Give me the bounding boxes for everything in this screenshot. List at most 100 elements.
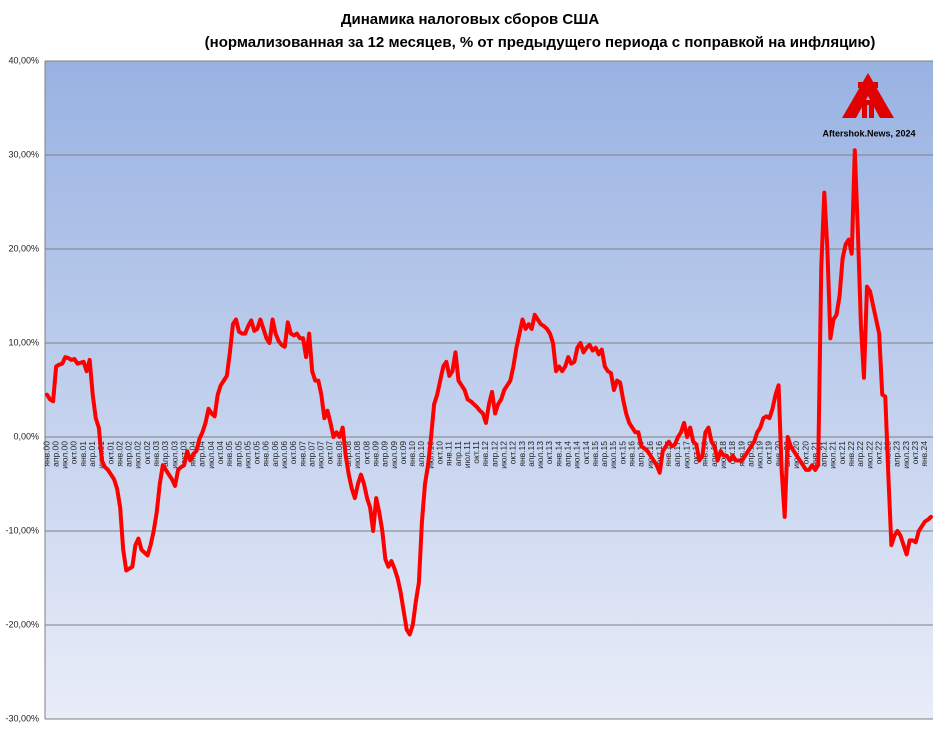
- x-tick-label: апр.11: [453, 441, 463, 467]
- x-tick-label: окт.00: [69, 441, 79, 465]
- y-tick-label: -20,00%: [5, 619, 39, 629]
- chart-title: Динамика налоговых сборов США: [341, 11, 599, 28]
- x-tick-label: окт.09: [398, 441, 408, 465]
- x-tick-label: янв.18: [700, 441, 710, 467]
- x-tick-label: окт.17: [691, 441, 701, 465]
- x-tick-label: окт.05: [252, 441, 262, 465]
- x-tick-label: апр.03: [160, 441, 170, 467]
- y-tick-label: 40,00%: [8, 55, 39, 65]
- x-tick-label: янв.07: [297, 441, 307, 467]
- x-tick-label: апр.15: [599, 441, 609, 467]
- logo: [842, 73, 894, 118]
- x-tick-label: янв.14: [553, 441, 563, 467]
- y-tick-label: 0,00%: [13, 431, 39, 441]
- x-tick-label: окт.18: [727, 441, 737, 465]
- x-tick-label: апр.01: [87, 441, 97, 467]
- x-tick-label: окт.16: [654, 441, 664, 465]
- x-tick-label: окт.03: [178, 441, 188, 465]
- plot-area: [45, 61, 933, 719]
- x-tick-label: янв.16: [627, 441, 637, 467]
- x-tick-label: апр.18: [709, 441, 719, 467]
- x-tick-label: янв.02: [114, 441, 124, 467]
- x-tick-label: янв.22: [846, 441, 856, 467]
- x-tick-label: янв.11: [444, 441, 454, 466]
- x-tick-label: июл.07: [316, 441, 326, 469]
- x-tick-label: апр.14: [563, 441, 573, 467]
- x-tick-label: окт.02: [142, 441, 152, 465]
- x-tick-label: июл.05: [242, 441, 252, 469]
- x-tick-label: июл.19: [755, 441, 765, 469]
- x-tick-label: апр.19: [745, 441, 755, 467]
- x-tick-label: июл.14: [572, 441, 582, 469]
- x-tick-label: янв.10: [407, 441, 417, 467]
- x-tick-label: апр.04: [197, 441, 207, 467]
- x-tick-label: окт.04: [215, 441, 225, 465]
- x-tick-label: июл.23: [901, 441, 911, 469]
- y-tick-label: 10,00%: [8, 337, 39, 347]
- x-tick-label: апр.02: [124, 441, 134, 467]
- x-tick-label: окт.01: [105, 441, 115, 465]
- x-tick-label: апр.13: [526, 441, 536, 467]
- x-tick-label: окт.23: [910, 441, 920, 465]
- x-tick-label: июл.13: [535, 441, 545, 469]
- x-tick-label: окт.14: [581, 441, 591, 465]
- chart-subtitle: (нормализованная за 12 месяцев, % от пре…: [205, 34, 876, 51]
- x-tick-label: апр.08: [343, 441, 353, 467]
- x-tick-label: июл.00: [60, 441, 70, 469]
- x-tick-label: янв.20: [773, 441, 783, 467]
- x-tick-label: апр.06: [270, 441, 280, 467]
- x-tick-label: июл.15: [608, 441, 618, 469]
- y-tick-label: 30,00%: [8, 149, 39, 159]
- x-tick-label: июл.04: [206, 441, 216, 469]
- x-tick-label: окт.12: [508, 441, 518, 465]
- x-tick-label: июл.21: [828, 441, 838, 469]
- x-tick-label: окт.15: [617, 441, 627, 465]
- x-tick-label: апр.17: [672, 441, 682, 467]
- x-tick-label: окт.21: [837, 441, 847, 465]
- y-tick-label: 20,00%: [8, 243, 39, 253]
- x-tick-label: окт.20: [800, 441, 810, 465]
- x-tick-label: окт.13: [544, 441, 554, 465]
- x-tick-label: апр.23: [892, 441, 902, 467]
- x-tick-label: янв.06: [261, 441, 271, 467]
- x-tick-label: окт.06: [288, 441, 298, 465]
- x-tick-label: апр.07: [306, 441, 316, 467]
- x-tick-label: июл.22: [864, 441, 874, 469]
- x-tick-label: окт.07: [325, 441, 335, 465]
- x-tick-label: окт.10: [434, 441, 444, 465]
- x-tick-label: янв.12: [480, 441, 490, 467]
- x-tick-label: апр.16: [636, 441, 646, 467]
- x-tick-label: июл.17: [681, 441, 691, 469]
- x-tick-label: янв.00: [41, 441, 51, 467]
- x-tick-label: июл.06: [279, 441, 289, 469]
- x-tick-label: июл.08: [352, 441, 362, 469]
- x-tick-label: апр.09: [380, 441, 390, 467]
- x-tick-label: янв.19: [736, 441, 746, 467]
- y-tick-label: -30,00%: [5, 713, 39, 723]
- x-tick-label: янв.05: [224, 441, 234, 467]
- x-tick-label: янв.21: [809, 441, 819, 467]
- x-tick-label: янв.08: [334, 441, 344, 467]
- x-tick-label: апр.12: [489, 441, 499, 467]
- x-tick-label: янв.09: [370, 441, 380, 467]
- x-tick-label: окт.22: [873, 441, 883, 465]
- x-tick-label: окт.08: [361, 441, 371, 465]
- x-tick-label: апр.10: [416, 441, 426, 467]
- x-tick-label: июл.11: [462, 441, 472, 468]
- data-line: [45, 148, 933, 637]
- x-tick-label: апр.00: [50, 441, 60, 467]
- x-tick-label: июл.09: [389, 441, 399, 469]
- x-tick-label: янв.03: [151, 441, 161, 467]
- watermark: Aftershok.News, 2024: [822, 128, 915, 138]
- x-tick-label: янв.17: [663, 441, 673, 467]
- x-tick-label: янв.24: [919, 441, 929, 467]
- x-tick-label: июл.03: [169, 441, 179, 469]
- x-tick-label: янв.15: [590, 441, 600, 467]
- x-tick-label: апр.21: [819, 441, 829, 467]
- x-tick-label: янв.01: [78, 441, 88, 467]
- x-tick-label: июл.12: [498, 441, 508, 469]
- x-tick-label: апр.22: [855, 441, 865, 467]
- x-tick-label: апр.05: [233, 441, 243, 467]
